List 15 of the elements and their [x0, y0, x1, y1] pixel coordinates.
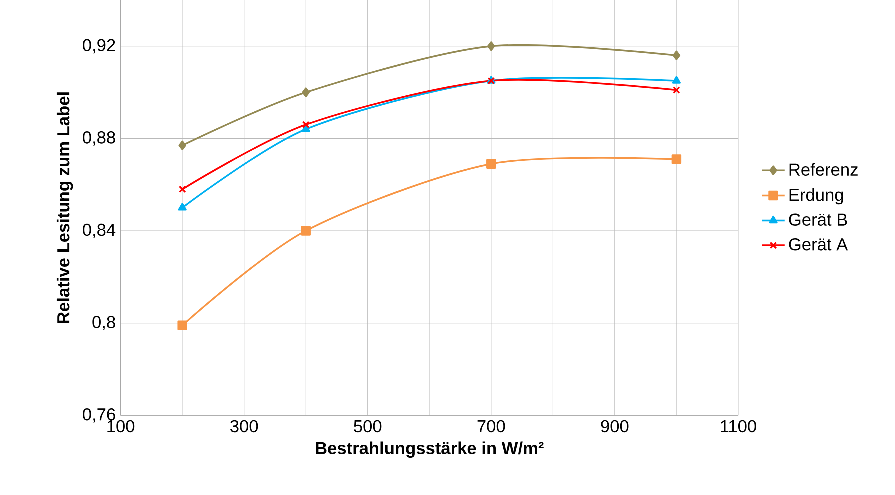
x-tick-label: 500 [354, 420, 382, 432]
y-tick-label: 0,92 [83, 39, 116, 54]
x-tick-label: 900 [601, 420, 629, 432]
x-axis-title: Bestrahlungsstärke in W/m² [316, 442, 544, 458]
legend-label: Gerät A [789, 238, 848, 251]
x-tick-label: 300 [230, 420, 258, 432]
legend-label: Erdung [790, 188, 844, 204]
x-tick-label: 700 [478, 420, 506, 432]
y-tick-label: 0,88 [83, 131, 116, 146]
x-tick-label: 1100 [721, 420, 756, 432]
legend-label: Gerät B [789, 214, 848, 226]
y-tick-label: 0,84 [83, 224, 116, 238]
y-tick-label: 0,8 [92, 316, 116, 330]
legend-label: Referenz [790, 163, 858, 176]
y-axis-title: Relative Lesitung zum Label [56, 92, 74, 324]
